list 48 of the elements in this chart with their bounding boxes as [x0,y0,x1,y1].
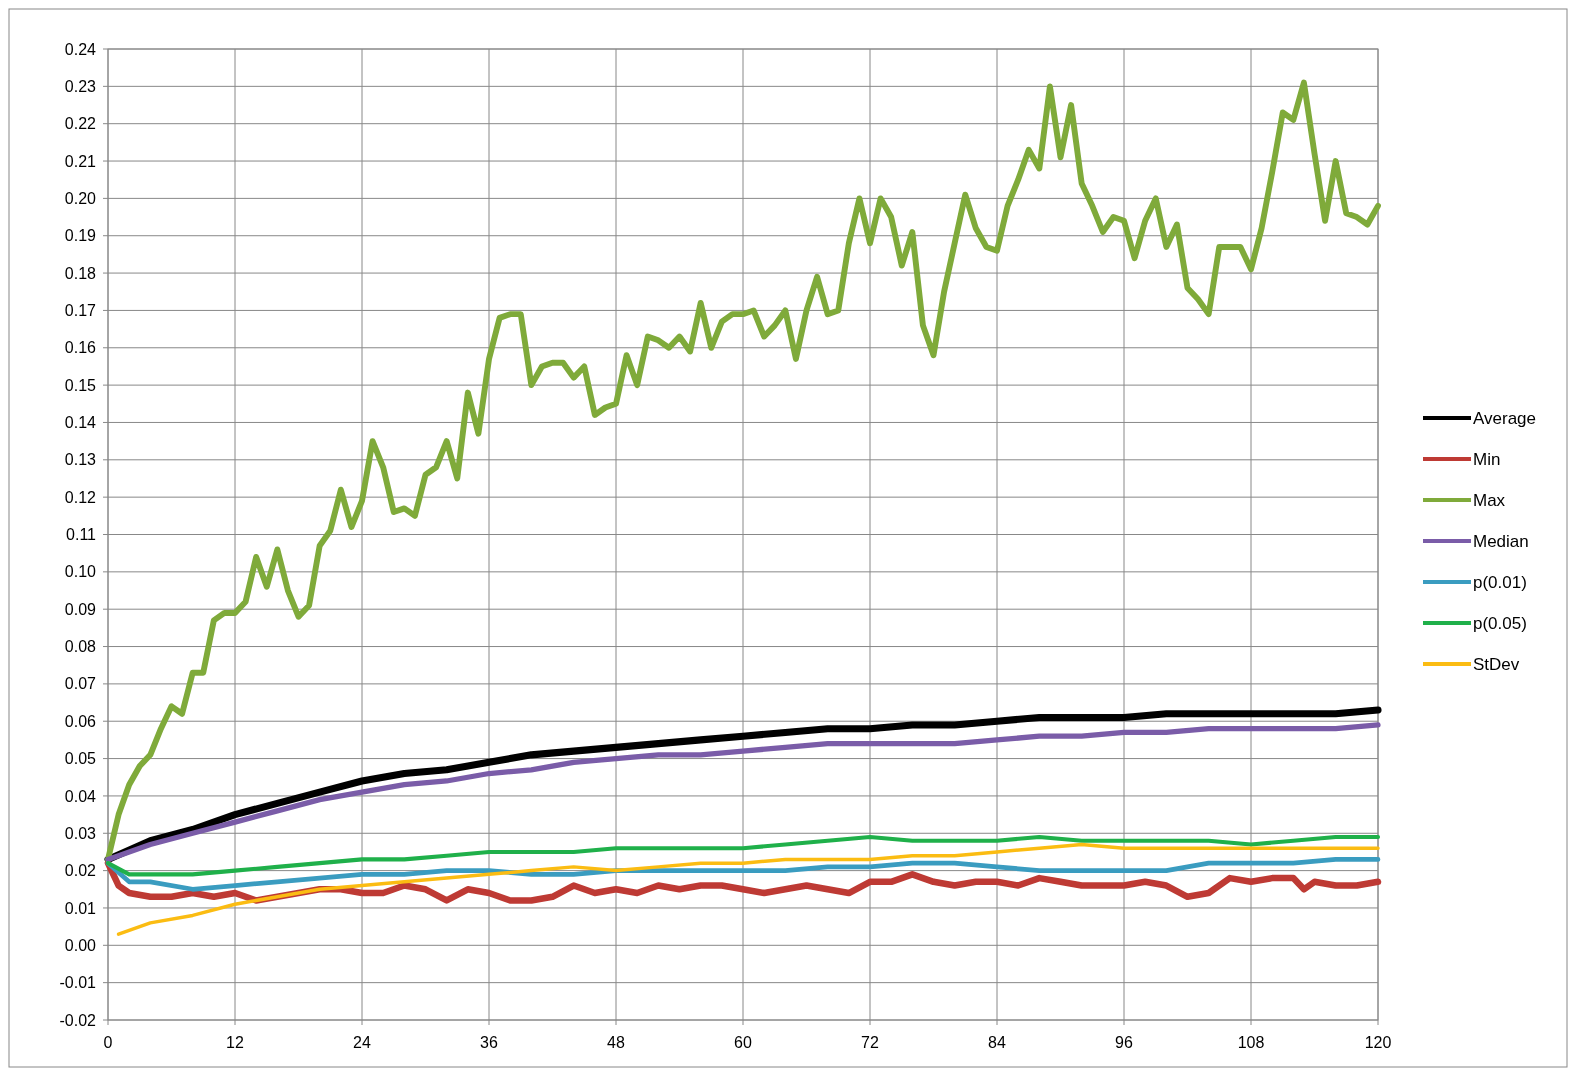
x-tick-label: 36 [480,1034,498,1051]
x-tick-label: 84 [988,1034,1006,1051]
y-tick-label: 0.21 [64,152,97,170]
x-tick-label: 0 [103,1034,113,1051]
x-tick-label: 12 [226,1034,244,1051]
y-tick-label: 0.00 [64,936,97,954]
y-tick-label: 0.03 [64,824,97,842]
legend-label: p(0.01) [1473,572,1527,592]
legend-label: Median [1473,531,1529,551]
x-tick-label: 120 [1364,1034,1392,1051]
y-tick-label: 0.02 [64,862,97,880]
y-tick-label: 0.15 [64,376,97,394]
y-tick-label: 0.22 [64,115,97,133]
legend-label: Max [1473,490,1506,510]
line-series [116,842,1380,936]
x-tick-label: 48 [607,1034,625,1051]
legend-label: Average [1473,408,1537,428]
legend-label: StDev [1473,654,1520,674]
legend-label: Min [1473,449,1501,469]
legend-label: p(0.05) [1473,613,1527,633]
y-tick-label: -0.02 [59,1011,97,1029]
y-tick-label: 0.23 [64,77,97,95]
y-tick-label: 0.19 [64,227,97,245]
y-tick-label: 0.13 [64,451,97,469]
y-tick-label: 0.08 [64,638,97,656]
y-tick-label: 0.09 [64,600,97,618]
y-tick-label: 0.18 [64,264,97,282]
x-tick-label: 60 [734,1034,752,1051]
y-tick-label: 0.06 [64,712,97,730]
y-tick-label: 0.20 [64,189,97,207]
x-tick-label: 96 [1115,1034,1133,1051]
y-tick-label: 0.07 [64,675,97,693]
y-tick-label: 0.04 [64,787,97,805]
y-tick-label: -0.01 [59,974,97,992]
y-tick-label: 0.17 [64,302,97,320]
x-tick-label: 24 [353,1034,371,1051]
y-tick-label: 0.24 [64,40,97,58]
y-tick-label: 0.01 [64,899,97,917]
x-tick-label: 72 [861,1034,879,1051]
y-tick-label: 0.11 [66,526,97,544]
x-tick-label: 108 [1237,1034,1265,1051]
y-tick-label: 0.16 [64,339,97,357]
line-series [105,834,1381,877]
y-tick-label: 0.12 [64,488,97,506]
y-tick-label: 0.14 [64,414,97,432]
y-tick-label: 0.10 [64,563,97,581]
line-series [105,857,1381,892]
y-tick-label: 0.05 [64,750,97,768]
